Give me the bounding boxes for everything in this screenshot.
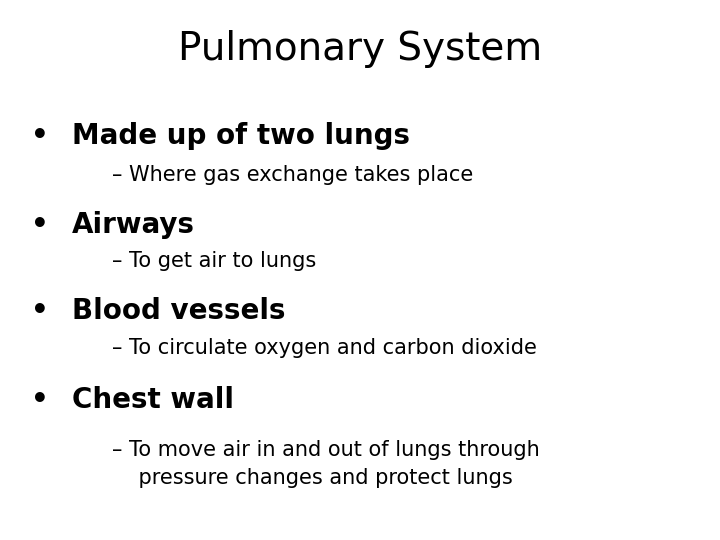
Text: Made up of two lungs: Made up of two lungs <box>72 122 410 150</box>
Text: Chest wall: Chest wall <box>72 386 234 414</box>
Text: •: • <box>31 122 48 150</box>
Text: – To move air in and out of lungs through
    pressure changes and protect lungs: – To move air in and out of lungs throug… <box>112 440 539 488</box>
Text: Pulmonary System: Pulmonary System <box>178 30 542 68</box>
Text: – To circulate oxygen and carbon dioxide: – To circulate oxygen and carbon dioxide <box>112 338 536 357</box>
Text: Airways: Airways <box>72 211 195 239</box>
Text: •: • <box>31 386 48 414</box>
Text: •: • <box>31 211 48 239</box>
Text: – To get air to lungs: – To get air to lungs <box>112 251 316 271</box>
Text: •: • <box>31 297 48 325</box>
Text: – Where gas exchange takes place: – Where gas exchange takes place <box>112 165 473 185</box>
Text: Blood vessels: Blood vessels <box>72 297 286 325</box>
